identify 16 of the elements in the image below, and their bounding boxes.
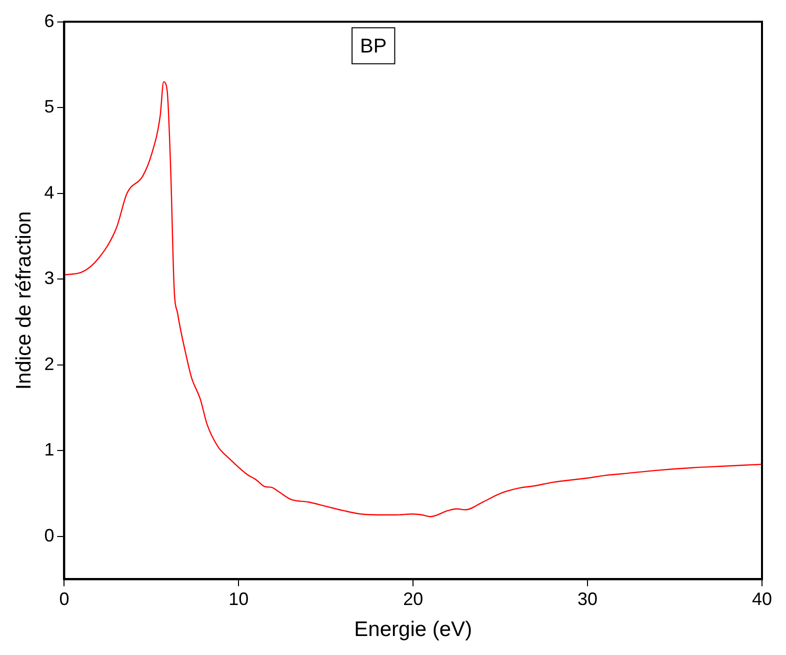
x-tick-label: 20 — [403, 588, 424, 609]
line-series — [64, 81, 762, 518]
y-tick-label: 4 — [44, 182, 54, 202]
x-axis-title: Energie (eV) — [354, 618, 472, 642]
y-tick-label: 2 — [44, 354, 54, 374]
x-tick-label: 10 — [228, 588, 249, 609]
x-tick-label: 40 — [752, 588, 772, 609]
x-tick-label: 0 — [59, 588, 70, 609]
y-tick-label: 3 — [44, 268, 54, 288]
y-tick-label: 1 — [44, 440, 54, 460]
y-tick-label: 5 — [44, 96, 54, 117]
y-tick-label: 0 — [44, 525, 54, 546]
y-axis-title: Indice de réfraction — [12, 211, 36, 390]
annotation: BP — [360, 35, 387, 58]
y-tick-label: 6 — [44, 10, 54, 31]
x-tick-label: 30 — [578, 588, 598, 609]
